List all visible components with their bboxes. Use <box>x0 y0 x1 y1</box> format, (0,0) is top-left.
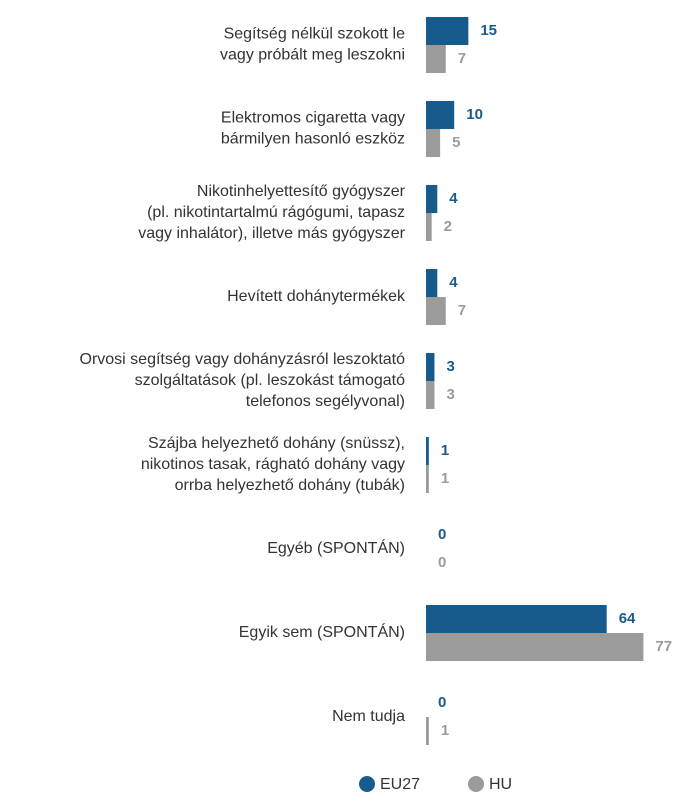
value-label: 7 <box>458 50 466 67</box>
value-label: 64 <box>619 610 636 627</box>
bar <box>426 101 455 129</box>
category-label: Orvosi segítség vagy dohányzásról leszok… <box>80 351 406 368</box>
category-label: Segítség nélkül szokott le <box>224 26 406 43</box>
bar <box>426 45 446 73</box>
category-label: Nem tudja <box>332 708 405 725</box>
legend-label: HU <box>489 776 512 793</box>
value-label: 1 <box>441 722 449 739</box>
value-label: 77 <box>655 638 672 655</box>
bar <box>426 269 438 297</box>
category-label: Hevített dohánytermékek <box>227 288 406 305</box>
bar <box>426 129 441 157</box>
category-label: telefonos segélyvonal) <box>246 393 405 410</box>
category-label: orrba helyezhető dohány (tubák) <box>175 477 405 494</box>
value-label: 1 <box>441 470 449 487</box>
value-label: 7 <box>458 302 466 319</box>
bar <box>426 717 429 745</box>
category-label: (pl. nikotintartalmú rágógumi, tapasz <box>147 204 405 221</box>
category-label: Egyéb (SPONTÁN) <box>267 538 405 557</box>
category-label: Nikotinhelyettesítő gyógyszer <box>197 183 406 200</box>
bar <box>426 213 432 241</box>
value-label: 15 <box>480 22 497 39</box>
value-label: 1 <box>441 442 449 459</box>
bar <box>426 381 435 409</box>
value-label: 2 <box>444 218 452 235</box>
bar <box>426 437 429 465</box>
bar <box>426 297 446 325</box>
bar <box>426 185 438 213</box>
category-label: vagy próbált meg leszokni <box>220 47 405 64</box>
legend-marker <box>468 776 484 792</box>
value-label: 4 <box>449 190 458 207</box>
value-label: 0 <box>438 554 446 571</box>
category-label: Elektromos cigaretta vagy <box>221 110 405 127</box>
value-label: 10 <box>466 106 483 123</box>
bar <box>426 465 429 493</box>
value-label: 3 <box>446 386 454 403</box>
category-label: bármilyen hasonló eszköz <box>221 131 405 148</box>
bar <box>426 353 435 381</box>
legend-label: EU27 <box>380 776 420 793</box>
bar <box>426 633 644 661</box>
value-label: 0 <box>438 526 446 543</box>
value-label: 4 <box>449 274 458 291</box>
category-label: Szájba helyezhető dohány (snüssz), <box>148 435 405 452</box>
value-label: 0 <box>438 694 446 711</box>
category-label: nikotinos tasak, rágható dohány vagy <box>141 456 405 473</box>
value-label: 3 <box>446 358 454 375</box>
bar <box>426 605 607 633</box>
category-label: szolgáltatások (pl. leszokást támogató <box>135 372 405 389</box>
category-label: Egyik sem (SPONTÁN) <box>239 622 405 641</box>
legend-marker <box>359 776 375 792</box>
bar <box>426 17 469 45</box>
value-label: 5 <box>452 134 460 151</box>
category-label: vagy inhalátor), illetve más gyógyszer <box>138 225 405 242</box>
